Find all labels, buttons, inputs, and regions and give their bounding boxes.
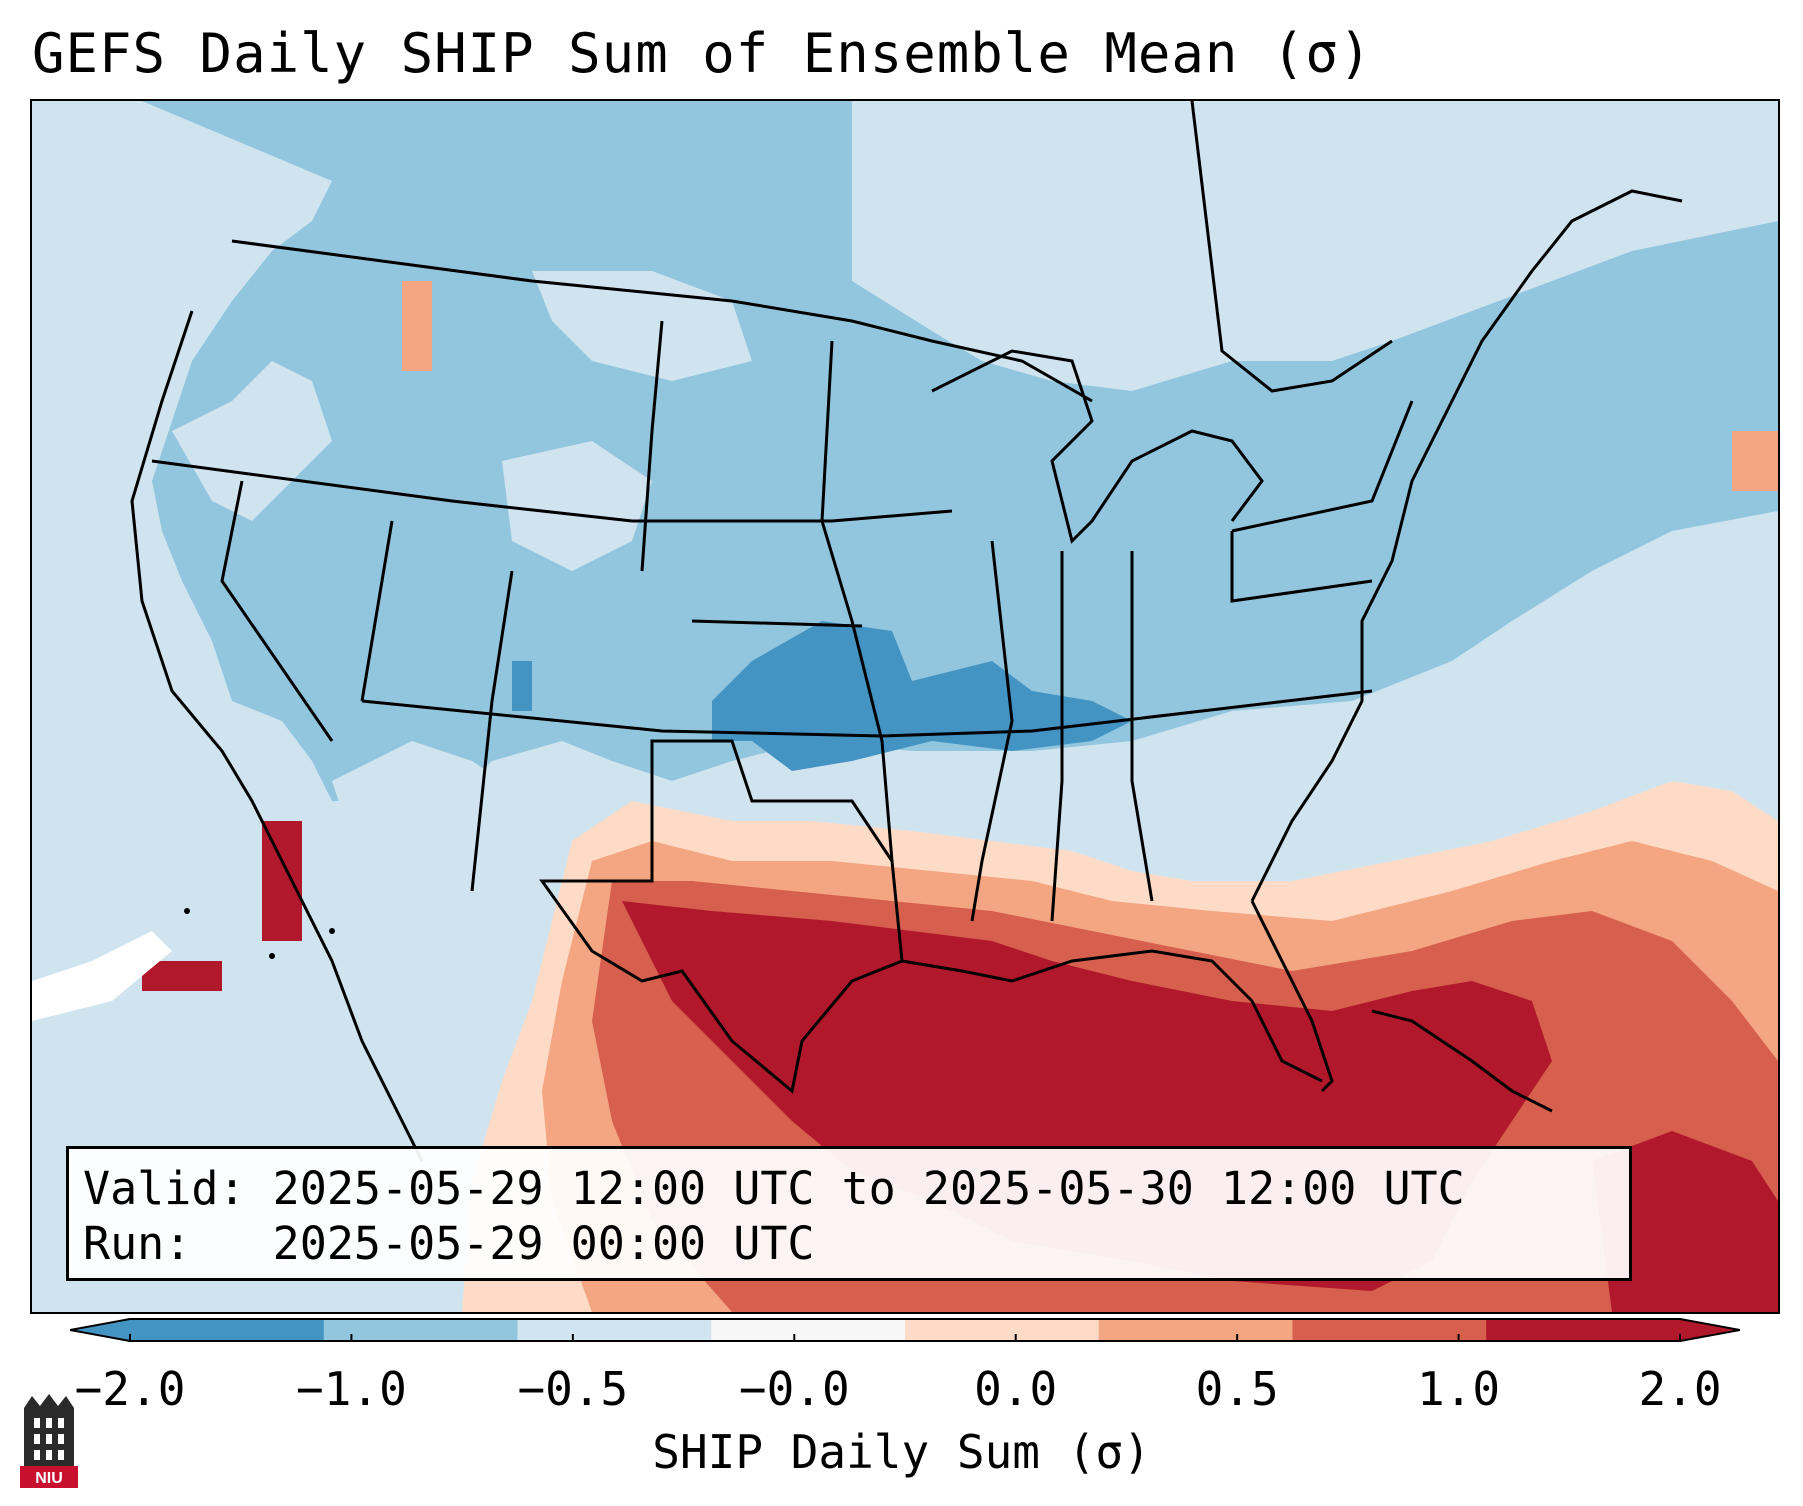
state-outline-texas [539, 739, 904, 1094]
state-line-oh-pa [1230, 531, 1373, 603]
colorbar-segment [711, 1318, 906, 1342]
border-quebec [1190, 101, 1393, 393]
field-very-strong-positive-east [1592, 1131, 1778, 1312]
colorbar-segment [517, 1318, 712, 1342]
field-strong-negative-spot [512, 661, 532, 711]
state-line-kansas [691, 619, 863, 628]
valid-run-annotation: Valid: 2025-05-29 12:00 UTC to 2025-05-3… [66, 1146, 1632, 1281]
great-lakes [931, 349, 1264, 544]
niu-logo: NIU [20, 1394, 78, 1488]
border-canada [231, 239, 1093, 403]
field-positive-spot-ne [1732, 431, 1778, 491]
coastline-east [1250, 400, 1454, 902]
colorbar-tick-label: 2.0 [1638, 1362, 1722, 1416]
islands [184, 908, 335, 959]
field-positive-spot-baja [262, 821, 302, 941]
coastline-west [130, 310, 294, 882]
colorbar-segment [130, 1318, 325, 1342]
valid-range: 2025-05-29 12:00 UTC to 2025-05-30 12:00… [272, 1162, 1465, 1215]
colorbar-extend-low [70, 1318, 130, 1342]
run-label: Run: [83, 1217, 192, 1270]
state-line-al [1050, 551, 1064, 922]
field-pale-southwest [332, 741, 552, 901]
field-near-zero-pacific [32, 931, 172, 1021]
state-line-dakotas [640, 320, 664, 572]
run-time: 2025-05-29 00:00 UTC [272, 1217, 815, 1270]
colorbar-segment [1098, 1318, 1293, 1342]
state-line-ny [1231, 400, 1414, 533]
colorbar-tick-label: −0.0 [738, 1362, 850, 1416]
coastline-canada-east [1450, 189, 1683, 402]
map-title: GEFS Daily SHIP Sum of Ensemble Mean (σ) [32, 22, 1373, 85]
ship-field-map [32, 101, 1778, 1312]
colorbar-segment [1486, 1318, 1681, 1342]
state-line-nebraska [632, 509, 953, 523]
colorbar-label: SHIP Daily Sum (σ) [652, 1425, 1151, 1479]
colorbar-tick-label: −1.0 [296, 1362, 407, 1416]
colorbar-tick-label: −2.0 [74, 1362, 186, 1416]
coastline-gulf [901, 949, 1323, 1083]
colorbar [70, 1318, 1740, 1342]
cuba [1371, 1009, 1553, 1113]
colorbar-tick-label: 1.0 [1417, 1362, 1501, 1416]
state-line-co [470, 570, 514, 892]
state-line-ut [360, 520, 394, 702]
logo-text: NIU [35, 1470, 63, 1487]
valid-label: Valid: [83, 1162, 246, 1215]
state-line-ga [1130, 551, 1154, 902]
field-pale-rockies [502, 441, 652, 571]
colorbar-segment [905, 1318, 1100, 1342]
colorbar-segment [323, 1318, 518, 1342]
boundaries [130, 101, 1683, 1162]
colorbar-tick-label: 0.5 [1195, 1362, 1279, 1416]
state-line-mn [820, 340, 894, 862]
colorbar-tick-label: −0.5 [517, 1362, 629, 1416]
logo-banner [20, 1466, 78, 1488]
coastline-mexico [290, 880, 424, 1162]
field-positive-spot-idaho [402, 281, 432, 371]
map-panel[interactable] [30, 99, 1780, 1314]
coastline-florida [1250, 900, 1334, 1093]
field-positive-spot-pacific [142, 961, 222, 991]
colorbar-tick-label: 0.0 [974, 1362, 1058, 1416]
colorbar-extend-high [1680, 1318, 1740, 1342]
state-line-42n [151, 459, 633, 523]
colorbar-segment [1292, 1318, 1487, 1342]
state-line-ms [970, 540, 1014, 922]
state-line-nv [220, 480, 334, 742]
